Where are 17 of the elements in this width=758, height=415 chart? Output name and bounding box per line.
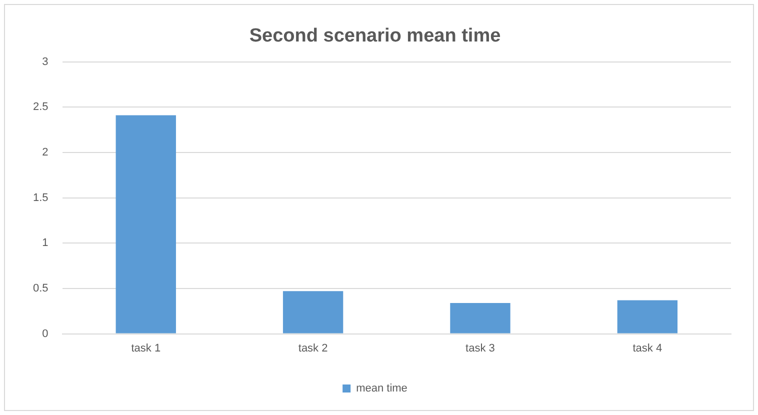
- y-tick-label: 1: [42, 237, 48, 250]
- y-tick-label: 1.5: [32, 192, 48, 204]
- y-tick-label: 2.5: [32, 101, 48, 114]
- y-tick-label: 3: [42, 56, 48, 68]
- y-tick-label: 2: [42, 146, 48, 158]
- y-tick-label: 0.5: [32, 282, 48, 294]
- x-tick-label: task 4: [632, 342, 662, 354]
- bar: [450, 302, 510, 334]
- bar: [116, 115, 176, 334]
- chart-title: Second scenario mean time: [249, 26, 501, 47]
- bar: [282, 291, 344, 334]
- x-tick-label: task 3: [466, 342, 495, 354]
- legend-label: mean time: [356, 382, 408, 395]
- x-tick-label: task 1: [131, 342, 161, 354]
- bar: [617, 300, 678, 334]
- x-tick-label: task 2: [298, 342, 328, 354]
- y-tick-label: 0: [42, 328, 48, 340]
